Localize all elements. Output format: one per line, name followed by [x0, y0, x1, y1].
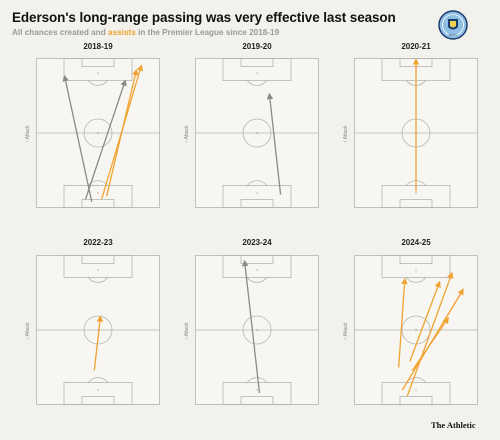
attack-direction-label: ↑ Attack [343, 322, 349, 340]
top-penalty-arc [246, 79, 268, 86]
bottom-six-yard-box [81, 199, 115, 208]
bottom-penalty-spot [415, 389, 417, 391]
top-penalty-arc [87, 79, 109, 86]
bottom-penalty-spot [256, 389, 258, 391]
center-spot [97, 132, 99, 134]
pass-assist-2024-25-1 [397, 277, 408, 368]
attack-direction-label: ↑ Attack [184, 322, 190, 340]
panel-title-2023-24: 2023-24 [242, 238, 272, 247]
club-crest-logo: MCFC [438, 10, 468, 40]
chart-subtitle: All chances created and assists in the P… [12, 28, 279, 37]
top-penalty-spot [256, 269, 258, 271]
subtitle-prefix: All chances created and [12, 28, 109, 37]
bottom-six-yard-box [399, 396, 433, 405]
top-penalty-spot [415, 269, 417, 271]
bottom-penalty-arc [87, 377, 109, 384]
panel-title-2020-21: 2020-21 [401, 42, 431, 51]
attack-direction-label: ↑ Attack [184, 125, 190, 143]
panel-title-2019-20: 2019-20 [242, 42, 272, 51]
pitch-2018-19 [36, 58, 160, 208]
panel-title-2018-19: 2018-19 [83, 42, 113, 51]
attack-direction-label: ↑ Attack [343, 125, 349, 143]
pass-assist-2024-25-4 [411, 316, 449, 371]
panel-title-2022-23: 2022-23 [83, 238, 113, 247]
top-six-yard-box [240, 255, 274, 264]
center-circle [242, 315, 272, 345]
panel-title-2024-25: 2024-25 [401, 238, 431, 247]
top-six-yard-box [240, 58, 274, 67]
top-penalty-spot [97, 72, 99, 74]
bottom-six-yard-box [399, 199, 433, 208]
pass-assist-2024-25-3 [406, 271, 454, 397]
top-six-yard-box [81, 58, 115, 67]
bottom-penalty-arc [246, 377, 268, 384]
bottom-penalty-arc [246, 180, 268, 187]
bottom-six-yard-box [240, 396, 274, 405]
pass-chance-2023-24-1 [241, 259, 261, 394]
bottom-six-yard-box [81, 396, 115, 405]
center-spot [415, 329, 417, 331]
pitch-2022-23 [36, 255, 160, 405]
chart-title: Ederson's long-range passing was very ef… [12, 10, 396, 25]
bottom-penalty-spot [415, 192, 417, 194]
pitch-2019-20 [195, 58, 319, 208]
bottom-six-yard-box [240, 199, 274, 208]
subtitle-assists-highlight: assists [108, 28, 136, 37]
center-spot [256, 329, 258, 331]
center-spot [256, 132, 258, 134]
pitch-2023-24 [195, 255, 319, 405]
bottom-penalty-spot [256, 192, 258, 194]
top-penalty-arc [246, 276, 268, 283]
top-six-yard-box [399, 255, 433, 264]
attack-direction-label: ↑ Attack [25, 125, 31, 143]
attack-direction-label: ↑ Attack [25, 322, 31, 340]
top-penalty-spot [256, 72, 258, 74]
pitch-2024-25 [354, 255, 478, 405]
pass-chance-2018-19-2 [84, 79, 127, 200]
pass-assist-2024-25-5 [409, 280, 441, 362]
center-circle [83, 118, 113, 148]
pass-assist-2022-23-1 [93, 315, 104, 371]
pass-chance-2019-20-1 [266, 92, 282, 195]
top-penalty-arc [87, 276, 109, 283]
subtitle-suffix: in the Premier League since 2018-19 [135, 28, 280, 37]
bottom-penalty-spot [97, 192, 99, 194]
source-credit: The Athletic [431, 420, 476, 430]
top-penalty-spot [97, 269, 99, 271]
pass-chance-2018-19-1 [62, 74, 93, 203]
top-six-yard-box [81, 255, 115, 264]
pitch-2020-21 [354, 58, 478, 208]
bottom-penalty-spot [97, 389, 99, 391]
center-circle [242, 118, 272, 148]
pass-assist-2018-19-4 [106, 68, 139, 197]
crest-text: MCFC [449, 33, 458, 37]
